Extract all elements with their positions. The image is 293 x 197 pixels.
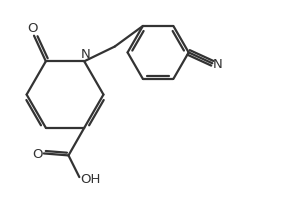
Text: N: N [213, 58, 223, 71]
Text: O: O [27, 22, 37, 35]
Text: OH: OH [80, 173, 100, 186]
Text: O: O [32, 148, 43, 161]
Text: N: N [80, 48, 90, 61]
